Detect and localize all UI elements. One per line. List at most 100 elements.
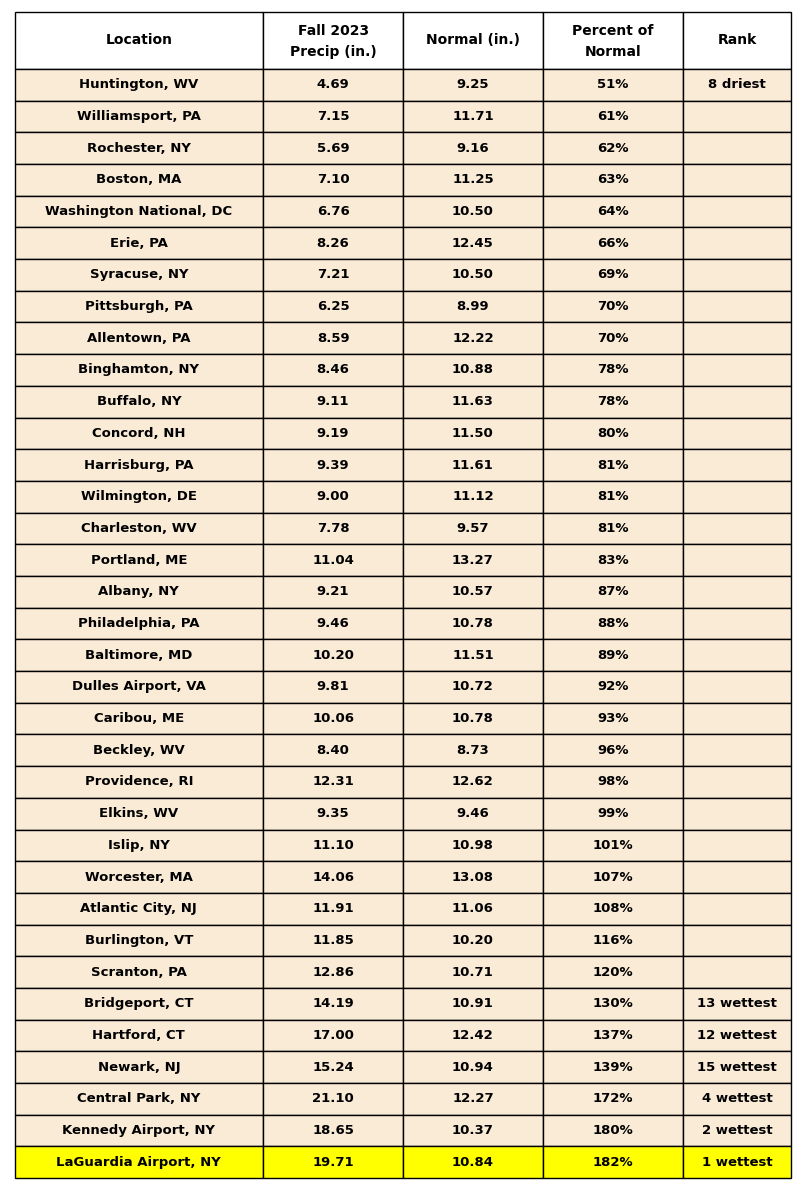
Text: 12.45: 12.45 bbox=[452, 237, 494, 250]
Bar bbox=[403, 355, 543, 386]
Text: 81%: 81% bbox=[597, 458, 629, 471]
Text: 9.25: 9.25 bbox=[457, 79, 489, 92]
Bar bbox=[683, 576, 791, 608]
Text: 8.26: 8.26 bbox=[317, 237, 350, 250]
Bar bbox=[403, 671, 543, 703]
Text: Charleston, WV: Charleston, WV bbox=[81, 522, 197, 536]
Text: 10.84: 10.84 bbox=[452, 1155, 494, 1169]
Bar bbox=[403, 481, 543, 513]
Bar bbox=[543, 892, 683, 925]
Bar bbox=[403, 101, 543, 132]
Text: 8.40: 8.40 bbox=[317, 744, 350, 757]
Bar bbox=[683, 703, 791, 734]
Bar bbox=[683, 1146, 791, 1178]
Text: 10.72: 10.72 bbox=[452, 681, 494, 694]
Text: 10.91: 10.91 bbox=[452, 997, 494, 1010]
Text: 11.71: 11.71 bbox=[452, 109, 494, 123]
Text: 9.46: 9.46 bbox=[317, 618, 350, 630]
Bar bbox=[15, 862, 263, 892]
Bar bbox=[403, 797, 543, 829]
Text: Rank: Rank bbox=[717, 33, 757, 48]
Text: Scranton, PA: Scranton, PA bbox=[91, 965, 187, 978]
Bar bbox=[683, 195, 791, 227]
Text: 19.71: 19.71 bbox=[312, 1155, 354, 1169]
Bar bbox=[263, 195, 403, 227]
Bar bbox=[543, 1020, 683, 1051]
Bar bbox=[543, 829, 683, 862]
Text: 7.78: 7.78 bbox=[317, 522, 349, 536]
Bar bbox=[543, 544, 683, 576]
Text: 13.08: 13.08 bbox=[452, 871, 494, 883]
Bar bbox=[263, 544, 403, 576]
Text: Fall 2023: Fall 2023 bbox=[297, 24, 368, 38]
Bar bbox=[263, 829, 403, 862]
Bar bbox=[15, 418, 263, 449]
Text: 12.22: 12.22 bbox=[452, 332, 494, 345]
Text: 13.27: 13.27 bbox=[452, 553, 494, 566]
Text: 10.88: 10.88 bbox=[452, 363, 494, 376]
Bar bbox=[403, 164, 543, 195]
Bar bbox=[15, 766, 263, 797]
Bar bbox=[403, 12, 543, 69]
Text: 182%: 182% bbox=[592, 1155, 633, 1169]
Text: 92%: 92% bbox=[597, 681, 629, 694]
Text: 8.59: 8.59 bbox=[317, 332, 349, 345]
Bar bbox=[403, 544, 543, 576]
Text: Syracuse, NY: Syracuse, NY bbox=[89, 269, 188, 281]
Text: 12 wettest: 12 wettest bbox=[697, 1029, 777, 1042]
Text: 98%: 98% bbox=[597, 776, 629, 789]
Text: Binghamton, NY: Binghamton, NY bbox=[78, 363, 199, 376]
Text: 108%: 108% bbox=[592, 902, 634, 915]
Text: 14.06: 14.06 bbox=[312, 871, 354, 883]
Text: 78%: 78% bbox=[597, 395, 629, 408]
Bar bbox=[683, 1020, 791, 1051]
Bar bbox=[263, 1051, 403, 1083]
Text: 15 wettest: 15 wettest bbox=[697, 1060, 777, 1073]
Text: Precip (in.): Precip (in.) bbox=[289, 45, 376, 58]
Bar bbox=[15, 671, 263, 703]
Text: Concord, NH: Concord, NH bbox=[92, 427, 185, 440]
Bar bbox=[403, 1051, 543, 1083]
Bar bbox=[543, 608, 683, 639]
Bar bbox=[683, 766, 791, 797]
Text: 80%: 80% bbox=[597, 427, 629, 440]
Text: Williamsport, PA: Williamsport, PA bbox=[77, 109, 201, 123]
Text: 11.63: 11.63 bbox=[452, 395, 494, 408]
Text: 10.37: 10.37 bbox=[452, 1125, 494, 1138]
Bar bbox=[683, 259, 791, 290]
Text: 9.00: 9.00 bbox=[317, 490, 350, 503]
Bar bbox=[683, 1115, 791, 1146]
Text: 6.76: 6.76 bbox=[317, 205, 350, 218]
Bar bbox=[263, 290, 403, 322]
Text: 6.25: 6.25 bbox=[317, 300, 349, 313]
Text: Beckley, WV: Beckley, WV bbox=[93, 744, 185, 757]
Bar bbox=[403, 957, 543, 988]
Bar bbox=[263, 12, 403, 69]
Text: 11.85: 11.85 bbox=[312, 934, 354, 947]
Bar bbox=[403, 829, 543, 862]
Text: Albany, NY: Albany, NY bbox=[98, 585, 179, 599]
Bar bbox=[15, 195, 263, 227]
Bar bbox=[263, 1146, 403, 1178]
Text: Normal (in.): Normal (in.) bbox=[426, 33, 520, 48]
Bar bbox=[543, 1146, 683, 1178]
Bar bbox=[15, 892, 263, 925]
Text: Wilmington, DE: Wilmington, DE bbox=[81, 490, 197, 503]
Text: 9.21: 9.21 bbox=[317, 585, 349, 599]
Bar bbox=[263, 608, 403, 639]
Bar bbox=[15, 1083, 263, 1115]
Text: 11.06: 11.06 bbox=[452, 902, 494, 915]
Text: 120%: 120% bbox=[592, 965, 633, 978]
Text: Erie, PA: Erie, PA bbox=[110, 237, 168, 250]
Bar bbox=[543, 259, 683, 290]
Bar bbox=[15, 703, 263, 734]
Bar bbox=[543, 925, 683, 957]
Text: Rochester, NY: Rochester, NY bbox=[87, 142, 191, 155]
Text: 69%: 69% bbox=[597, 269, 629, 281]
Text: Atlantic City, NJ: Atlantic City, NJ bbox=[81, 902, 197, 915]
Bar bbox=[683, 481, 791, 513]
Text: 107%: 107% bbox=[592, 871, 633, 883]
Bar bbox=[683, 957, 791, 988]
Bar bbox=[15, 322, 263, 355]
Text: 7.21: 7.21 bbox=[317, 269, 349, 281]
